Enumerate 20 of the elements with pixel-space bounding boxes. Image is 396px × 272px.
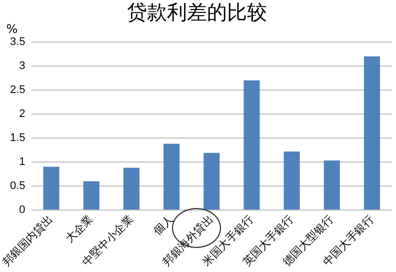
chart-title: 贷款利差的比较 xyxy=(127,0,267,24)
bar xyxy=(244,80,260,210)
y-tick-label: 1.5 xyxy=(10,132,26,144)
y-axis-title: % xyxy=(6,22,18,36)
x-tick-label: 個人 xyxy=(152,213,176,238)
y-tick-label: 0.5 xyxy=(10,180,26,192)
bar xyxy=(83,181,100,210)
bar xyxy=(364,56,380,210)
bar xyxy=(204,152,220,210)
bar xyxy=(43,166,60,210)
y-tick-label: 3 xyxy=(19,60,26,72)
bar xyxy=(284,151,300,210)
y-tick-label: 2 xyxy=(19,108,26,120)
y-tick-label: 2.5 xyxy=(10,84,26,96)
bar xyxy=(123,168,140,210)
x-tick-label: 大企業 xyxy=(63,212,96,246)
bar xyxy=(324,160,340,210)
bar xyxy=(164,144,180,210)
y-tick-label: 3.5 xyxy=(10,36,26,48)
y-tick-label: 1 xyxy=(19,156,26,168)
